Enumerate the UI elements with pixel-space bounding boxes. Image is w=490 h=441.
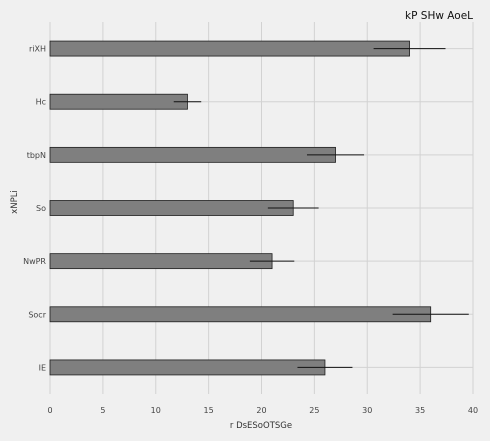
bar-Socr	[49, 306, 432, 323]
x-tick-label-3: 15	[204, 406, 214, 415]
x-tick-label-7: 35	[415, 406, 425, 415]
bar-tbpN	[49, 146, 336, 163]
bars	[49, 40, 432, 376]
chart-title: kP SHw AoeL	[405, 10, 473, 22]
y-tick-label-NwPR: NwPR	[23, 257, 46, 266]
y-tick-labels: riXH Hc tbpN So NwPR Socr IE	[23, 45, 47, 373]
bar-So	[49, 200, 294, 216]
bar-NwPR	[49, 253, 273, 270]
y-tick-label-IE: IE	[39, 363, 46, 372]
x-tick-label-8: 40	[468, 406, 478, 415]
y-tick-label-Hc: Hc	[36, 98, 46, 107]
bar-riXH	[49, 40, 410, 57]
y-axis-label: xNPLi	[10, 190, 20, 214]
y-tick-label-So: So	[36, 204, 46, 213]
bar-Hc	[49, 93, 188, 110]
bar-IE	[49, 359, 326, 376]
x-axis-label: r DsESoOTSGe	[230, 421, 292, 431]
x-tick-label-1: 5	[100, 406, 105, 415]
x-tick-label-5: 25	[309, 406, 319, 415]
x-tick-label-0: 0	[47, 406, 52, 415]
x-tick-label-6: 30	[362, 406, 372, 415]
x-tick-label-2: 10	[151, 406, 161, 415]
y-tick-label-riXH: riXH	[29, 45, 46, 54]
y-tick-label-tbpN: tbpN	[27, 151, 46, 160]
error-bars	[173, 48, 469, 368]
y-tick-label-Socr: Socr	[28, 310, 46, 319]
x-tick-labels: 0 5 10 15 20 25 30 35 40	[47, 406, 478, 415]
x-tick-label-4: 20	[256, 406, 266, 415]
